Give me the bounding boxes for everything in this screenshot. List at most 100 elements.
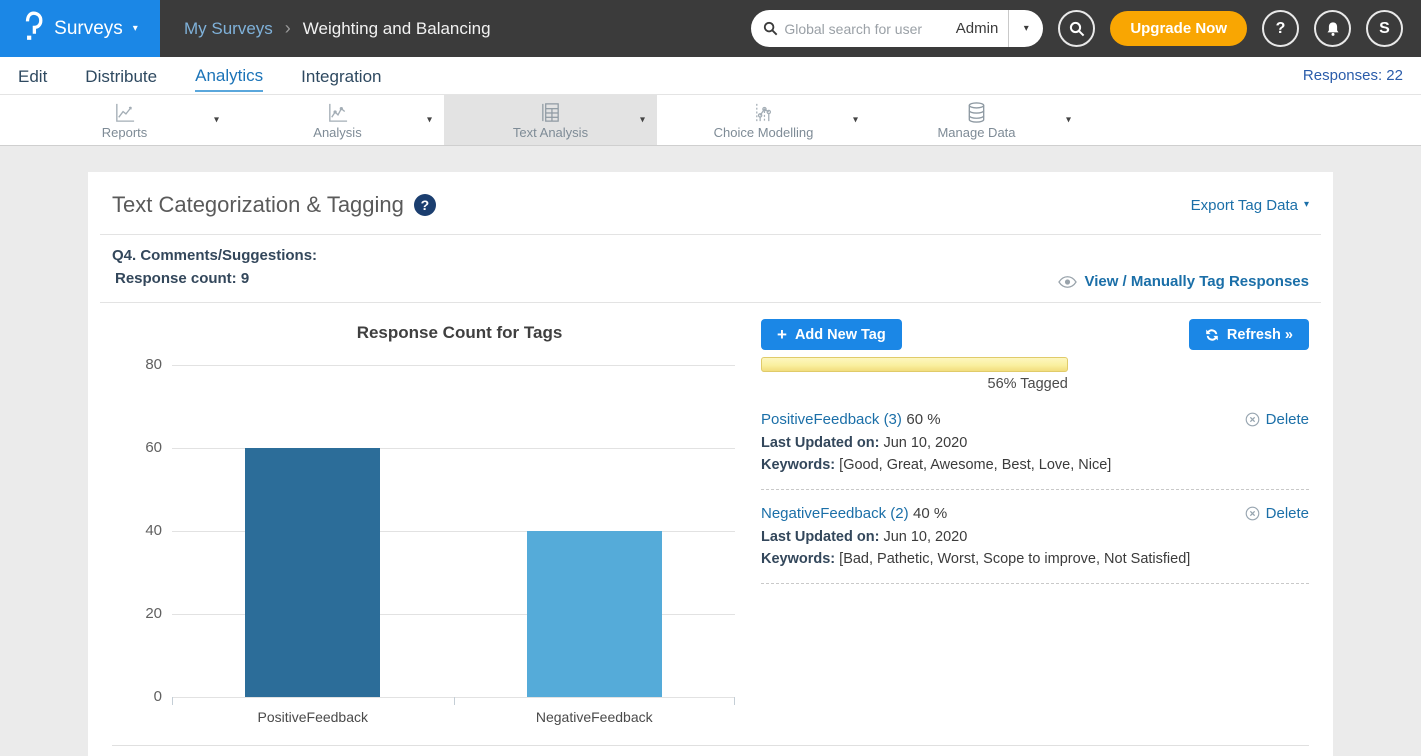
tag-updated-row: Last Updated on: Jun 10, 2020 — [761, 529, 1309, 545]
search-icon — [763, 21, 778, 36]
chevron-down-icon: ▾ — [1303, 199, 1309, 210]
circled-x-icon — [1245, 506, 1260, 521]
tag-keywords-label: Keywords: — [761, 551, 836, 567]
analysis-chart-icon — [326, 101, 349, 124]
global-search-box: Admin ▾ — [751, 10, 1044, 47]
chevron-down-icon[interactable]: ▾ — [1065, 114, 1071, 126]
x-axis-label: PositiveFeedback — [257, 709, 369, 725]
bell-icon — [1325, 21, 1341, 37]
x-axis-label: NegativeFeedback — [535, 709, 653, 725]
tab-label: Analysis — [313, 124, 362, 140]
delete-tag-button[interactable]: Delete — [1245, 411, 1309, 428]
tag-entry-positive-feedback: PositiveFeedback (3) 60 % Last Updated o… — [761, 402, 1309, 483]
y-axis-tick-label: 40 — [145, 522, 162, 539]
delete-label: Delete — [1265, 411, 1309, 428]
tag-updated-label: Last Updated on: — [761, 435, 880, 451]
view-manually-tag-label: View / Manually Tag Responses — [1084, 273, 1309, 290]
page-title: Text Categorization & Tagging — [112, 192, 404, 217]
search-button[interactable] — [1058, 10, 1096, 47]
breadcrumb-separator-icon: › — [284, 18, 291, 38]
tag-keywords-row: Keywords: [Bad, Pathetic, Worst, Scope t… — [761, 551, 1309, 567]
add-new-tag-button[interactable]: + Add New Tag — [761, 319, 902, 350]
tag-response-chart: Response Count for Tags 80 60 40 20 0 Positi… — [112, 315, 747, 729]
refresh-button[interactable]: Refresh » — [1188, 319, 1309, 350]
chart-bar-PositiveFeedback[interactable] — [245, 448, 381, 697]
scatter-chart-icon — [752, 101, 775, 124]
global-search-input[interactable] — [784, 20, 952, 37]
tag-keywords-value: [Bad, Pathetic, Worst, Scope to improve,… — [835, 551, 1191, 567]
divider — [100, 302, 1321, 303]
view-manually-tag-link[interactable]: View / Manually Tag Responses — [1058, 273, 1309, 290]
y-axis-tick-label: 0 — [153, 688, 162, 705]
tab-manage-data[interactable]: Manage Data ▾ — [870, 95, 1083, 145]
chevron-down-icon[interactable]: ▾ — [426, 114, 432, 126]
tagged-progress-label: 56% Tagged — [987, 376, 1068, 392]
tag-updated-label: Last Updated on: — [761, 529, 880, 545]
search-scope-value: Admin — [955, 20, 999, 37]
search-icon — [1069, 21, 1085, 37]
document-grid-icon — [539, 101, 562, 124]
breadcrumb: My Surveys › Weighting and Balancing — [184, 18, 491, 39]
database-icon — [965, 101, 988, 124]
tag-keywords-value: [Good, Great, Awesome, Best, Love, Nice] — [835, 457, 1112, 473]
chevron-down-icon: ▾ — [132, 22, 138, 34]
tag-entry-negative-feedback: NegativeFeedback (2) 40 % Last Updated o… — [761, 496, 1309, 577]
tag-percent: 40 % — [913, 505, 948, 522]
tag-list: PositiveFeedback (3) 60 % Last Updated o… — [761, 402, 1309, 584]
tag-panel: + Add New Tag Refresh » 56% Tagged — [761, 315, 1309, 729]
tab-label: Text Analysis — [512, 124, 589, 140]
export-tag-data-link[interactable]: Export Tag Data ▾ — [1191, 197, 1309, 214]
tag-name-link[interactable]: NegativeFeedback (2) — [761, 505, 909, 522]
plus-icon: + — [777, 325, 787, 344]
nav-item-integration[interactable]: Integration — [301, 66, 382, 86]
tab-reports[interactable]: Reports ▾ — [18, 95, 231, 145]
tag-name-link[interactable]: PositiveFeedback (3) — [761, 411, 902, 428]
questionpro-logo-icon — [22, 11, 44, 46]
breadcrumb-my-surveys[interactable]: My Surveys — [184, 18, 273, 38]
text-categorization-card: Text Categorization & Tagging ? Export T… — [88, 172, 1333, 756]
title-help-icon[interactable]: ? — [413, 194, 436, 216]
chart-title: Response Count for Tags — [356, 323, 563, 342]
nav-item-distribute[interactable]: Distribute — [85, 66, 158, 86]
tagged-progress-bar — [761, 357, 1068, 372]
tab-analysis[interactable]: Analysis ▾ — [231, 95, 444, 145]
question-label: Q4. Comments/Suggestions: — [112, 247, 318, 264]
y-axis-tick-label: 80 — [145, 356, 162, 373]
tag-keywords-row: Keywords: [Good, Great, Awesome, Best, L… — [761, 457, 1309, 473]
chevron-down-icon[interactable]: ▾ — [852, 114, 858, 126]
tagged-progress: 56% Tagged — [761, 357, 1309, 392]
chevron-down-icon[interactable]: ▾ — [639, 114, 645, 126]
tab-label: Reports — [101, 124, 148, 140]
product-switcher[interactable]: Surveys ▾ — [0, 0, 160, 57]
tab-choice-modelling[interactable]: Choice Modelling ▾ — [657, 95, 870, 145]
nav-item-edit[interactable]: Edit — [18, 66, 48, 86]
upgrade-now-button[interactable]: Upgrade Now — [1110, 11, 1247, 46]
help-button[interactable]: ? — [1262, 10, 1299, 47]
eye-icon — [1058, 275, 1078, 288]
tag-updated-value: Jun 10, 2020 — [879, 529, 968, 545]
tag-percent: 60 % — [906, 411, 941, 428]
notifications-button[interactable] — [1314, 10, 1351, 47]
tab-label: Choice Modelling — [713, 124, 814, 140]
user-avatar[interactable]: S — [1366, 10, 1403, 47]
chevron-down-icon[interactable]: ▾ — [213, 114, 219, 126]
nav-item-analytics[interactable]: Analytics — [195, 60, 264, 92]
question-mark-icon: ? — [1275, 19, 1286, 37]
chart-bar-NegativeFeedback[interactable] — [526, 531, 662, 697]
x-axis-labels: PositiveFeedback NegativeFeedback — [172, 709, 735, 729]
divider — [761, 489, 1309, 490]
chart-gridline: 80 — [145, 356, 735, 373]
divider — [761, 583, 1309, 584]
delete-label: Delete — [1265, 505, 1309, 522]
delete-tag-button[interactable]: Delete — [1245, 505, 1309, 522]
response-count-label: Response count: 9 — [115, 269, 250, 287]
question-block: Q4. Comments/Suggestions: Response count… — [112, 245, 317, 290]
product-name: Surveys — [54, 17, 123, 39]
search-scope-divider — [1008, 10, 1010, 47]
y-axis-tick-label: 60 — [145, 439, 162, 456]
export-tag-data-label: Export Tag Data — [1190, 196, 1298, 214]
tab-text-analysis[interactable]: Text Analysis ▾ — [444, 95, 657, 145]
chart-gridline: 60 — [145, 439, 735, 456]
divider — [100, 234, 1321, 235]
search-scope-dropdown[interactable]: ▾ — [1023, 22, 1029, 34]
